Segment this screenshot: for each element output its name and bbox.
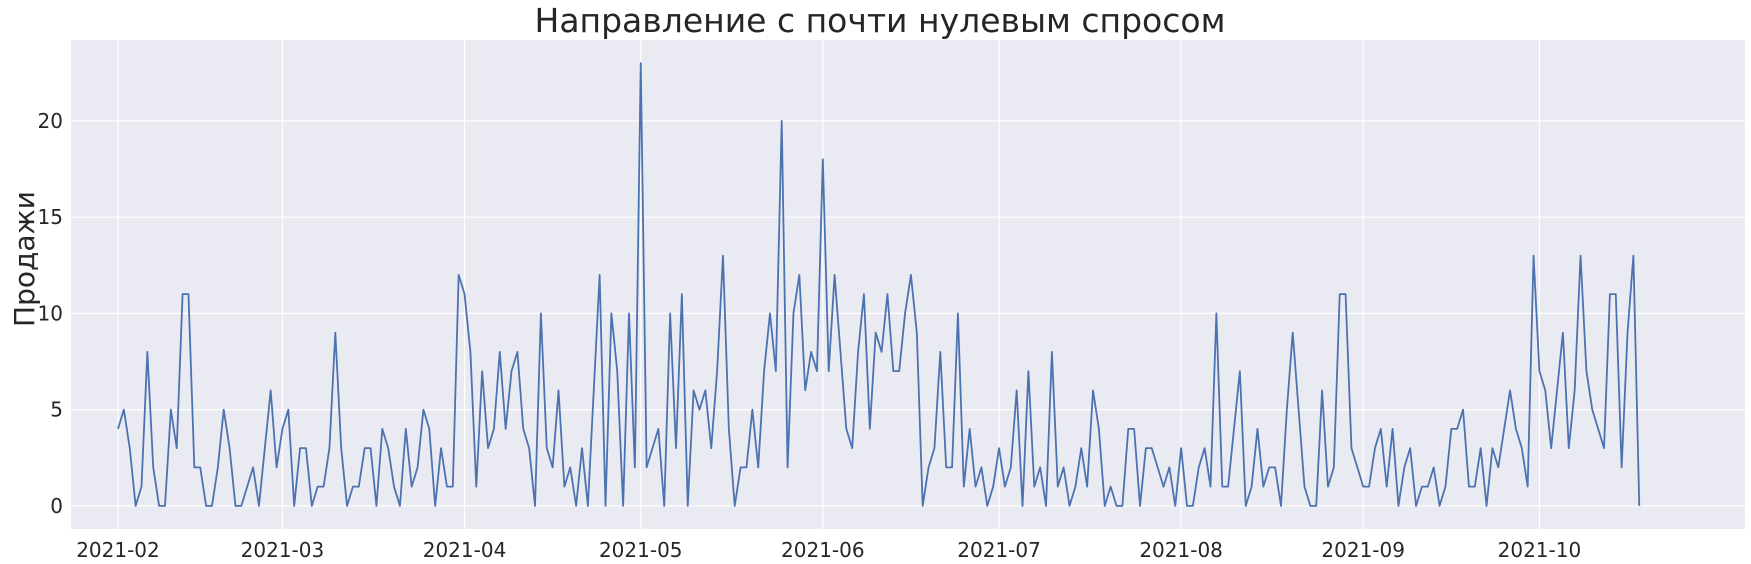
x-tick-label: 2021-05 — [599, 538, 683, 562]
x-tick-labels: 2021-02 2021-03 2021-04 2021-05 2021-06 2021-… — [76, 538, 1581, 562]
y-tick-label: 15 — [38, 205, 63, 229]
x-tick-label: 2021-06 — [781, 538, 865, 562]
x-tick-label: 2021-10 — [1498, 538, 1582, 562]
y-tick-label: 10 — [38, 301, 63, 325]
x-tick-label: 2021-09 — [1321, 538, 1405, 562]
x-tick-label: 2021-03 — [241, 538, 325, 562]
x-tick-label: 2021-08 — [1139, 538, 1223, 562]
y-tick-label: 0 — [50, 494, 63, 518]
series-line — [117, 62, 1641, 507]
x-tick-label: 2021-04 — [423, 538, 507, 562]
y-tick-labels: 0 5 10 15 20 — [38, 109, 63, 518]
x-tick-label: 2021-02 — [76, 538, 160, 562]
y-tick-label: 5 — [50, 398, 63, 422]
chart-title: Направление с почти нулевым спросом — [535, 1, 1226, 40]
x-tick-label: 2021-07 — [957, 538, 1041, 562]
y-axis-label: Продажи — [8, 191, 41, 327]
y-tick-label: 20 — [38, 109, 63, 133]
series-layer — [117, 62, 1641, 507]
y-gridlines — [71, 120, 1745, 507]
